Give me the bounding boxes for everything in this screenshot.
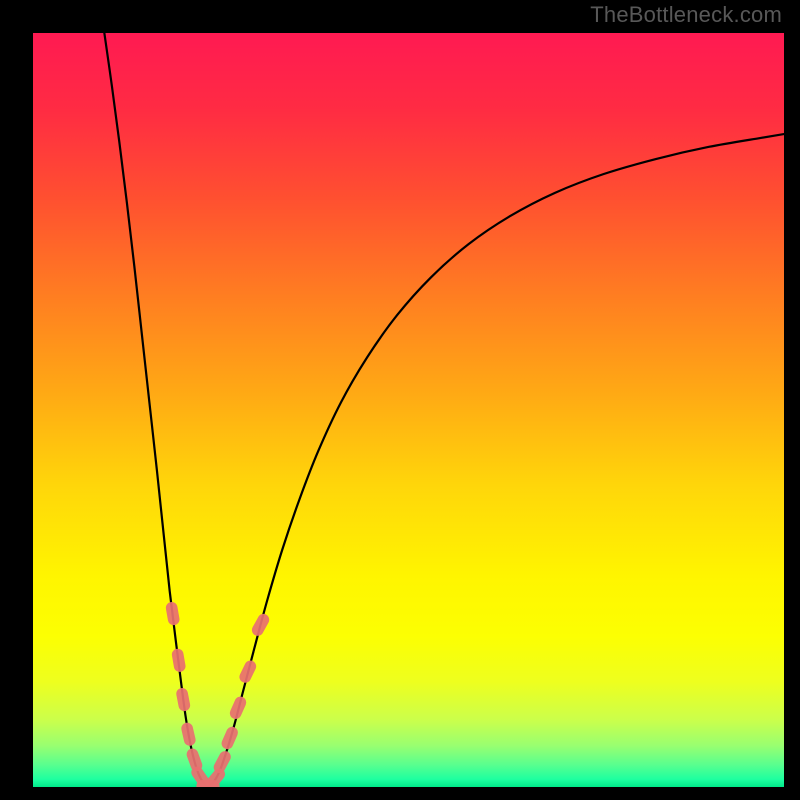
chart-root: { "watermark": { "text": "TheBottleneck.… — [0, 0, 800, 800]
curve-marker — [250, 612, 271, 638]
curve-marker — [175, 687, 191, 712]
curve-left — [104, 33, 208, 787]
watermark-text: TheBottleneck.com — [590, 2, 782, 28]
curve-right — [208, 134, 784, 787]
curve-marker — [237, 659, 258, 685]
curve-marker — [180, 722, 197, 747]
curve-marker — [220, 725, 240, 751]
curve-marker — [228, 695, 248, 721]
bottleneck-curve-chart — [33, 33, 784, 787]
curve-marker — [165, 601, 181, 626]
plot-area — [33, 33, 784, 787]
curve-marker — [171, 648, 187, 673]
